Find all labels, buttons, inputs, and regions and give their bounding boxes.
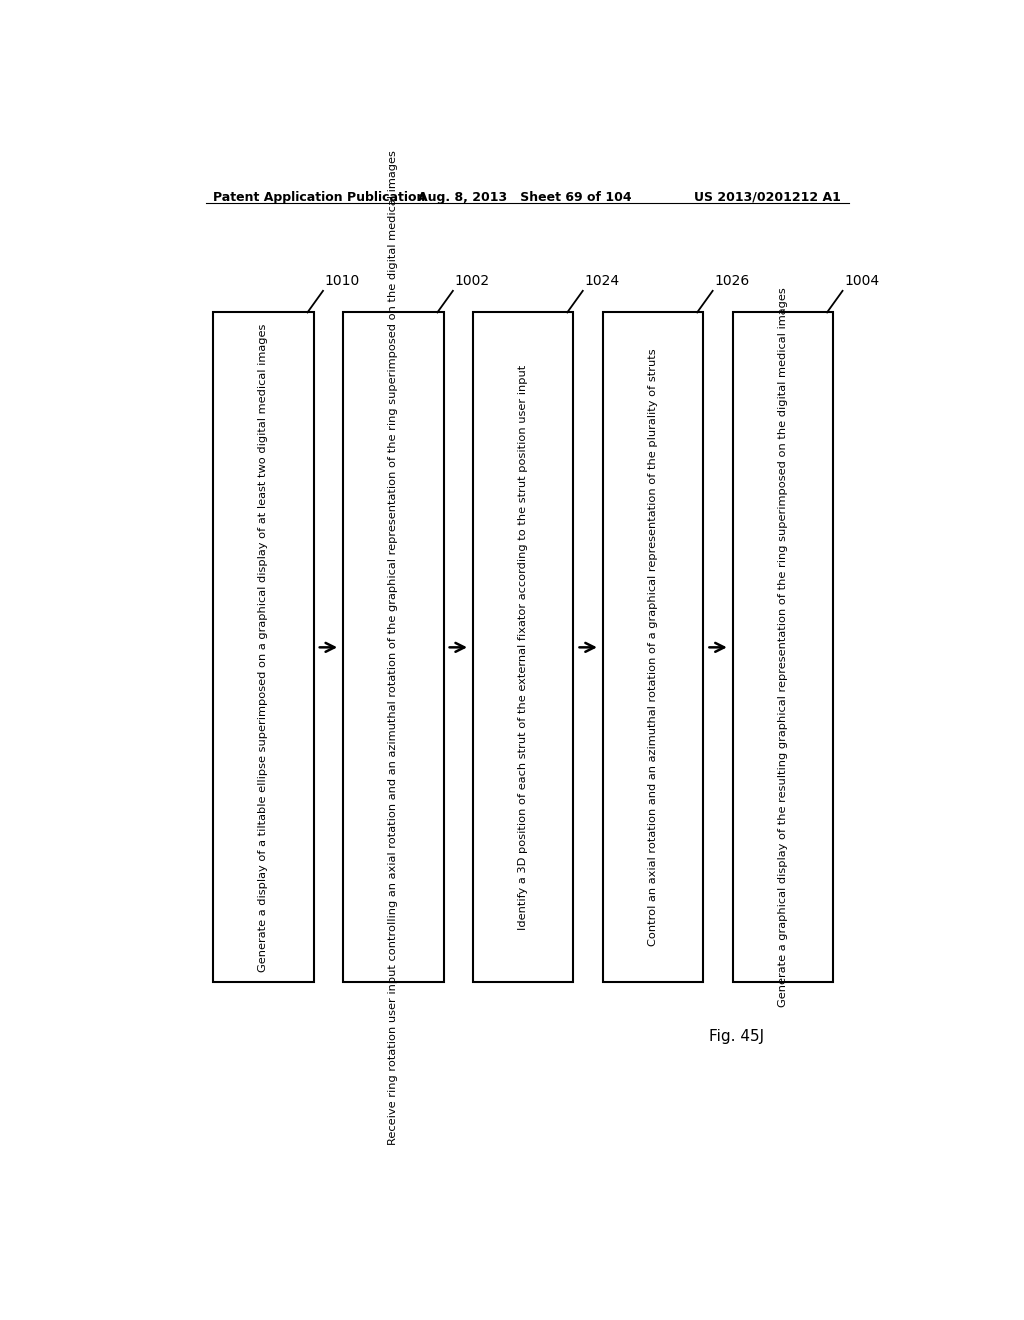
- Text: Receive ring rotation user input controlling an axial rotation and an azimuthal : Receive ring rotation user input control…: [388, 150, 398, 1144]
- Bar: [343, 313, 443, 982]
- Text: US 2013/0201212 A1: US 2013/0201212 A1: [694, 191, 841, 203]
- Text: Identify a 3D position of each strut of the external fixator according to the st: Identify a 3D position of each strut of …: [518, 364, 528, 931]
- Text: Aug. 8, 2013   Sheet 69 of 104: Aug. 8, 2013 Sheet 69 of 104: [418, 191, 632, 203]
- Text: 1024: 1024: [585, 273, 620, 288]
- Text: 1002: 1002: [455, 273, 489, 288]
- Bar: [603, 313, 703, 982]
- Text: Generate a graphical display of the resulting graphical representation of the ri: Generate a graphical display of the resu…: [778, 288, 788, 1007]
- Text: Patent Application Publication: Patent Application Publication: [213, 191, 426, 203]
- Text: 1026: 1026: [714, 273, 750, 288]
- Text: 1004: 1004: [844, 273, 880, 288]
- Text: Control an axial rotation and an azimuthal rotation of a graphical representatio: Control an axial rotation and an azimuth…: [648, 348, 658, 946]
- Text: Generate a display of a tiltable ellipse superimposed on a graphical display of : Generate a display of a tiltable ellipse…: [258, 323, 268, 972]
- Text: 1010: 1010: [325, 273, 359, 288]
- Text: Fig. 45J: Fig. 45J: [710, 1028, 764, 1044]
- Bar: [473, 313, 573, 982]
- Bar: [733, 313, 834, 982]
- Bar: [213, 313, 313, 982]
